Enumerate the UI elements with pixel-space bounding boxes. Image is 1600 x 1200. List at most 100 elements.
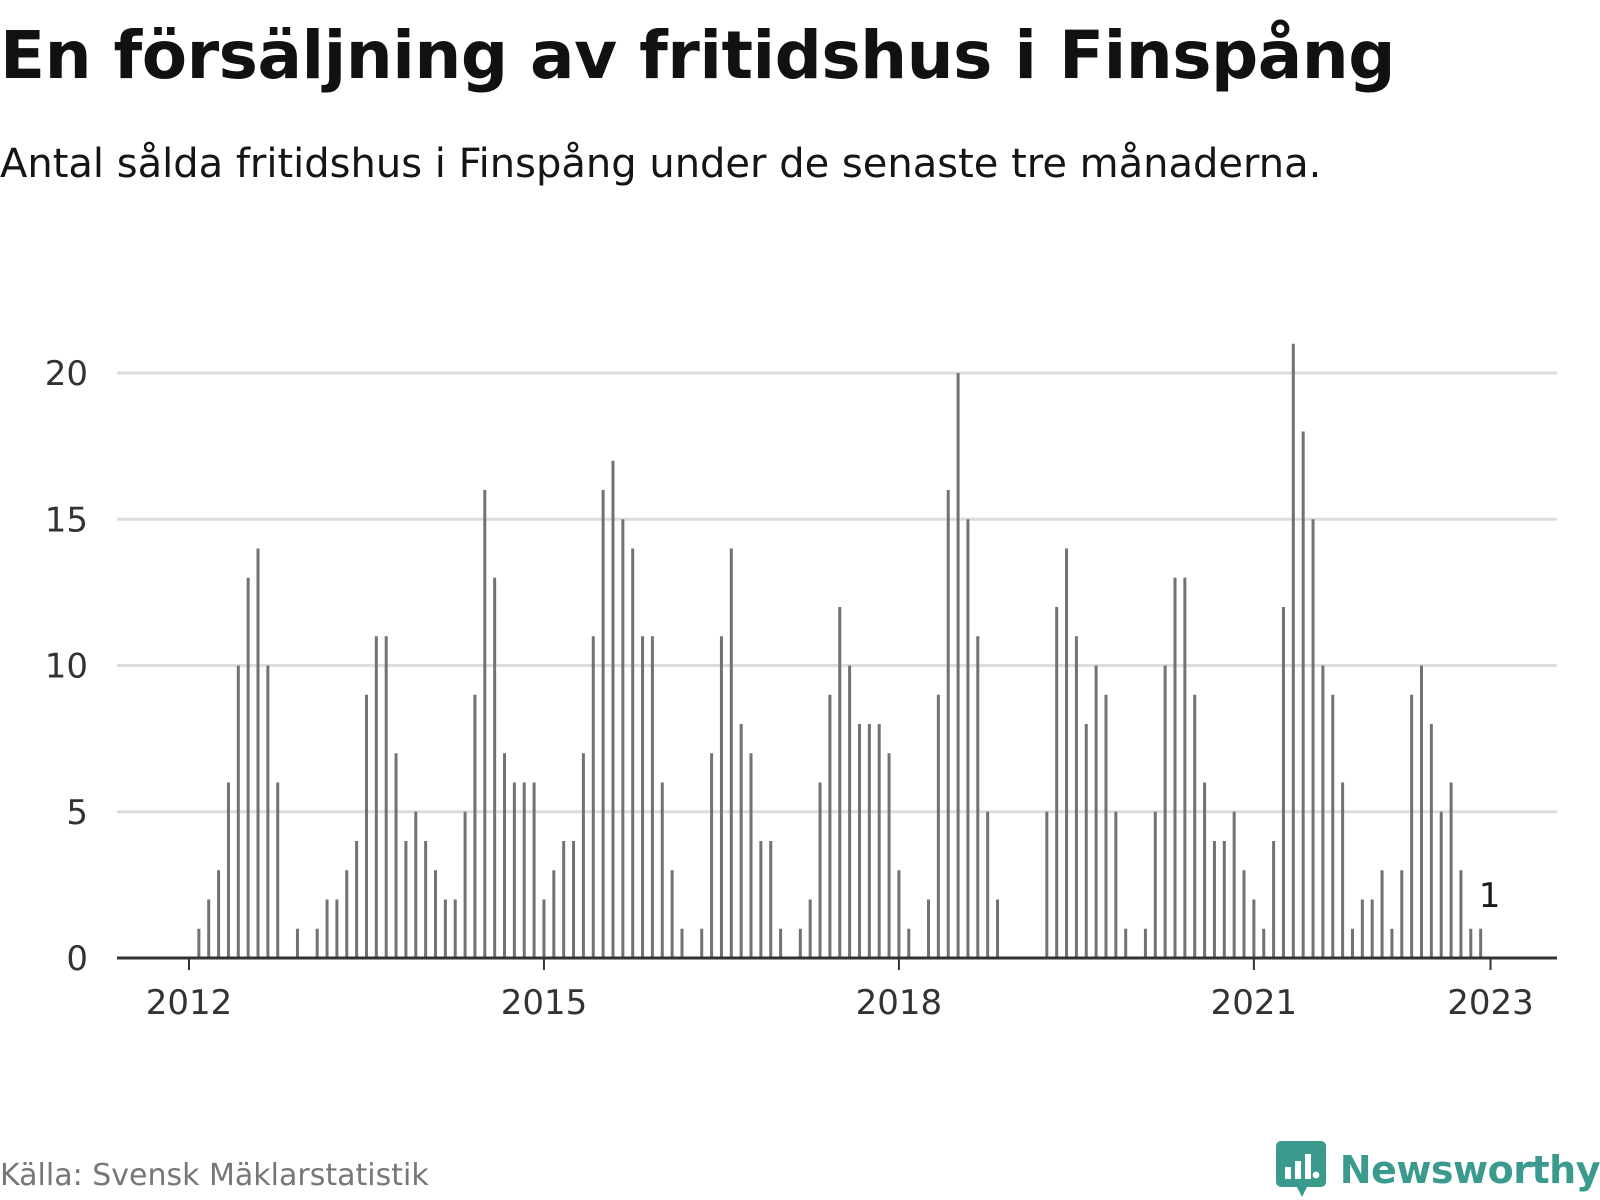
bar bbox=[867, 724, 871, 958]
bar bbox=[424, 841, 428, 958]
y-tick-label: 10 bbox=[45, 647, 88, 687]
bar bbox=[759, 841, 763, 958]
bar bbox=[1479, 928, 1483, 958]
bar bbox=[828, 694, 832, 958]
bar bbox=[207, 899, 211, 958]
bar bbox=[1400, 870, 1404, 958]
bar bbox=[1232, 811, 1236, 958]
bar bbox=[246, 577, 250, 958]
bar bbox=[1104, 694, 1108, 958]
bar bbox=[986, 811, 990, 958]
bar bbox=[295, 928, 299, 958]
bar bbox=[1262, 928, 1266, 958]
bar bbox=[443, 899, 447, 958]
bar bbox=[1439, 811, 1443, 958]
newsworthy-logo: Newsworthy bbox=[1275, 1140, 1600, 1200]
bar bbox=[404, 841, 408, 958]
bar bbox=[374, 636, 378, 958]
bar bbox=[621, 519, 625, 958]
bar bbox=[1212, 841, 1216, 958]
bar bbox=[197, 928, 201, 958]
bar bbox=[1272, 841, 1276, 958]
bar bbox=[581, 753, 585, 958]
bar bbox=[650, 636, 654, 958]
x-tick-label: 2021 bbox=[1211, 983, 1298, 1023]
bar bbox=[601, 490, 605, 958]
bar bbox=[976, 636, 980, 958]
bar bbox=[660, 782, 664, 958]
bar bbox=[217, 870, 221, 958]
bar bbox=[384, 636, 388, 958]
chart-subtitle: Antal sålda fritidshus i Finspång under … bbox=[0, 141, 1322, 187]
bar bbox=[1124, 928, 1128, 958]
bar bbox=[315, 928, 319, 958]
bar bbox=[818, 782, 822, 958]
bar bbox=[1410, 694, 1414, 958]
bar bbox=[611, 460, 615, 958]
source-note: Källa: Svensk Mäklarstatistik bbox=[0, 1158, 429, 1193]
bar bbox=[1173, 577, 1177, 958]
bar bbox=[1390, 928, 1394, 958]
bar bbox=[394, 753, 398, 958]
bar bbox=[887, 753, 891, 958]
bar bbox=[355, 841, 359, 958]
bar bbox=[779, 928, 783, 958]
bar bbox=[325, 899, 329, 958]
bar bbox=[434, 870, 437, 958]
bar bbox=[512, 782, 516, 958]
bar bbox=[1321, 665, 1325, 958]
bar bbox=[591, 636, 595, 958]
bar bbox=[522, 782, 526, 958]
bar bbox=[808, 899, 812, 958]
newsworthy-chart-bubble-icon bbox=[1275, 1141, 1326, 1197]
bar bbox=[463, 811, 467, 958]
chart-title: En försäljning av fritidshus i Finspång bbox=[0, 17, 1396, 94]
x-tick-label: 2015 bbox=[501, 983, 588, 1023]
bar bbox=[996, 899, 1000, 958]
bar bbox=[1459, 870, 1463, 958]
bar bbox=[749, 753, 753, 958]
bar bbox=[1183, 577, 1187, 958]
bar bbox=[1084, 724, 1088, 958]
bar bbox=[1350, 928, 1354, 958]
bar bbox=[1429, 724, 1433, 958]
bar bbox=[1341, 782, 1345, 958]
bar bbox=[453, 899, 457, 958]
bar bbox=[1153, 811, 1157, 958]
y-tick-label: 5 bbox=[66, 793, 88, 833]
bar bbox=[493, 577, 497, 958]
bar bbox=[1281, 607, 1285, 958]
bar bbox=[631, 548, 635, 958]
bar bbox=[1370, 899, 1374, 958]
bar bbox=[1469, 928, 1473, 958]
bar bbox=[1163, 665, 1167, 958]
bar bbox=[838, 607, 842, 958]
bar bbox=[542, 899, 546, 958]
bar bbox=[1291, 343, 1295, 958]
y-tick-label: 20 bbox=[45, 354, 88, 394]
bar bbox=[266, 665, 270, 958]
brand-name: Newsworthy bbox=[1339, 1148, 1600, 1192]
bar bbox=[503, 753, 507, 958]
bar bbox=[1094, 665, 1098, 958]
bar bbox=[1301, 431, 1305, 958]
x-tick-label: 2018 bbox=[856, 983, 943, 1023]
bar bbox=[1252, 899, 1256, 958]
bar bbox=[562, 841, 566, 958]
x-tick-label: 2023 bbox=[1447, 983, 1534, 1023]
y-tick-label: 15 bbox=[45, 500, 88, 540]
bar bbox=[966, 519, 970, 958]
bar bbox=[1143, 928, 1147, 958]
bar bbox=[729, 548, 733, 958]
bar bbox=[414, 811, 418, 958]
bar bbox=[1380, 870, 1384, 958]
bar bbox=[680, 928, 684, 958]
bar bbox=[927, 899, 930, 958]
bar bbox=[345, 870, 349, 958]
bar bbox=[769, 841, 773, 958]
bar bbox=[473, 694, 477, 958]
bar bbox=[848, 665, 852, 958]
bar bbox=[956, 373, 960, 958]
bar bbox=[532, 782, 536, 958]
bar bbox=[364, 694, 368, 958]
